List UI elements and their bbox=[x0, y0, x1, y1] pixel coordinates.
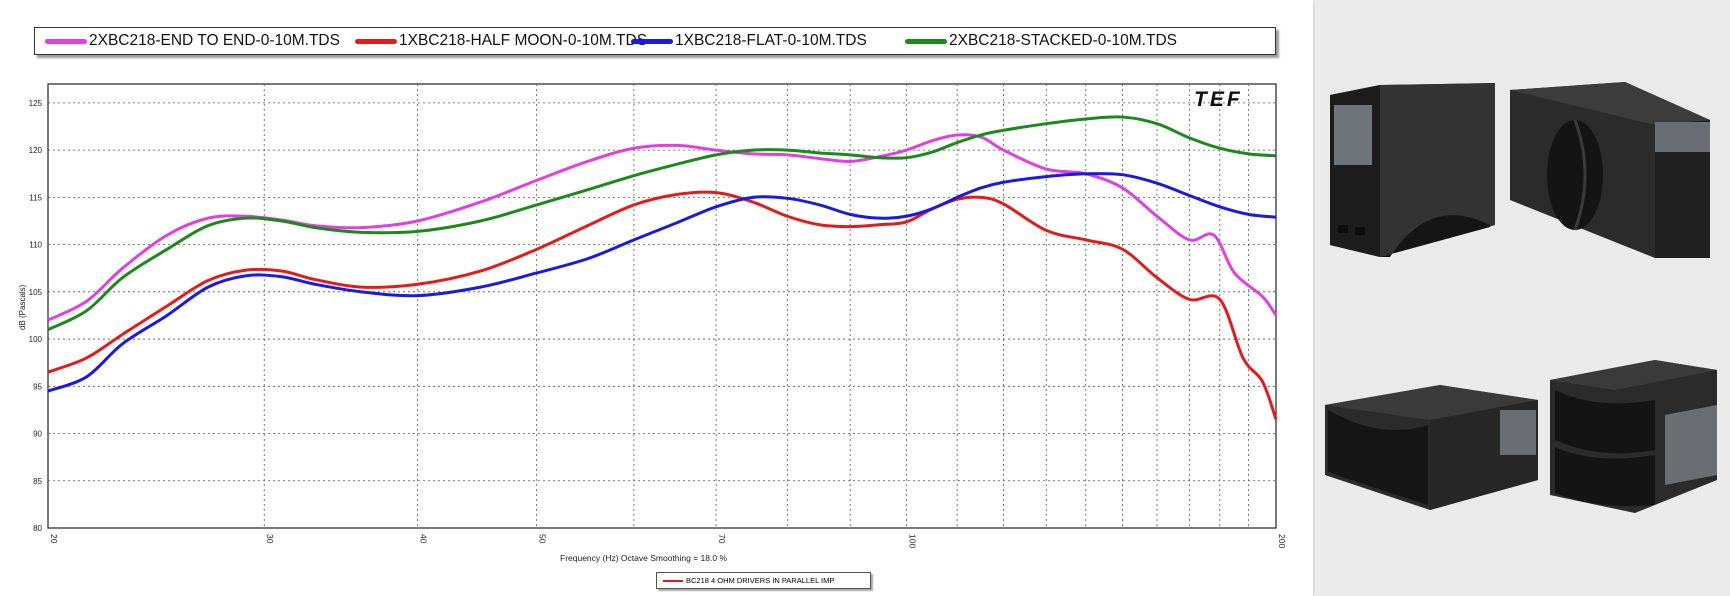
cabinet-renders-panel bbox=[1315, 0, 1730, 596]
y-tick-label: 85 bbox=[33, 477, 42, 486]
legend-end-to-end: 2XBC218-END TO END-0-10M.TDS bbox=[45, 32, 340, 50]
series-half-moon-line bbox=[47, 190, 1278, 420]
cabinet-end-to-end-image bbox=[1330, 83, 1495, 257]
series-flat-line bbox=[47, 171, 1277, 393]
y-tick-label: 115 bbox=[29, 193, 42, 202]
legend-stacked-label: 2XBC218-STACKED-0-10M.TDS bbox=[949, 32, 1177, 49]
impedance-legend-swatch bbox=[663, 579, 683, 582]
series-stacked-line bbox=[47, 115, 1277, 331]
cabinet-flat-image bbox=[1325, 385, 1538, 510]
x-tick-label: 40 bbox=[419, 534, 429, 544]
y-axis-title: dB (Pascals) bbox=[18, 284, 27, 330]
plot-frame bbox=[47, 83, 1277, 529]
y-tick-label: 125 bbox=[29, 99, 43, 108]
chart-panel: 2XBC218-END TO END-0-10M.TDS 1XBC218-HALF… bbox=[18, 0, 1314, 596]
x-tick-label: 70 bbox=[717, 534, 727, 544]
legend-flat-label: 1XBC218-FLAT-0-10M.TDS bbox=[675, 32, 867, 49]
frequency-response-plot: 80 85 90 95 100 105 110 115 120 125 20 30 40 50 70 100 2… bbox=[29, 83, 1287, 548]
cabinet-stacked-image bbox=[1550, 360, 1717, 513]
x-tick-label: 200 bbox=[1277, 534, 1287, 548]
y-tick-label: 95 bbox=[33, 382, 42, 391]
legend-half-moon-swatch bbox=[355, 38, 397, 44]
y-tick-label: 90 bbox=[33, 430, 42, 439]
legend-flat: 1XBC218-FLAT-0-10M.TDS bbox=[631, 32, 867, 50]
legend-flat-swatch bbox=[631, 38, 673, 44]
legend-half-moon: 1XBC218-HALF MOON-0-10M.TDS bbox=[355, 32, 647, 50]
impedance-legend: BC218 4 OHM DRIVERS IN PARALLEL IMP bbox=[656, 572, 871, 589]
x-tick-label: 20 bbox=[49, 534, 59, 544]
x-tick-label: 100 bbox=[907, 534, 917, 548]
tef-logo: TEF bbox=[1194, 88, 1243, 111]
y-tick-label: 105 bbox=[29, 288, 43, 297]
x-tick-label: 30 bbox=[265, 534, 275, 544]
legend-half-moon-label: 1XBC218-HALF MOON-0-10M.TDS bbox=[399, 32, 648, 49]
impedance-legend-label: BC218 4 OHM DRIVERS IN PARALLEL IMP bbox=[686, 576, 835, 585]
legend-end-to-end-swatch bbox=[45, 38, 87, 44]
legend-stacked-swatch bbox=[905, 38, 947, 44]
cabinet-half-moon-image bbox=[1510, 82, 1710, 258]
y-tick-label: 120 bbox=[29, 146, 43, 155]
x-axis-title: Frequency (Hz) Octave Smoothing = 18.0 % bbox=[560, 553, 728, 563]
legend-end-to-end-label: 2XBC218-END TO END-0-10M.TDS bbox=[89, 32, 340, 49]
legend-stacked: 2XBC218-STACKED-0-10M.TDS bbox=[905, 32, 1177, 50]
chart-legend: 2XBC218-END TO END-0-10M.TDS 1XBC218-HALF… bbox=[34, 27, 1276, 55]
y-tick-label: 100 bbox=[29, 335, 43, 344]
y-tick-label: 80 bbox=[33, 524, 42, 533]
x-tick-label: 50 bbox=[538, 534, 548, 544]
y-tick-label: 110 bbox=[29, 241, 42, 250]
